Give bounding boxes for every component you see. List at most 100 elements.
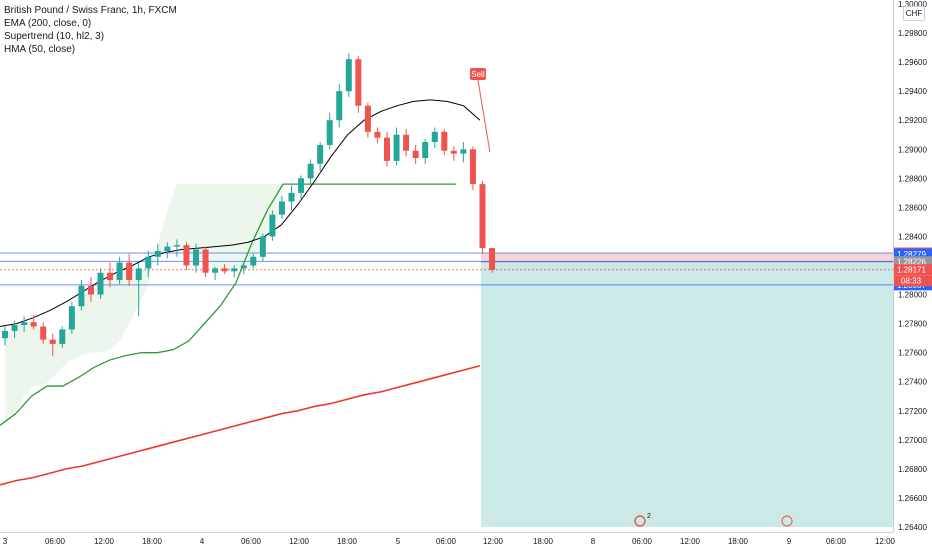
candle-body: [240, 265, 247, 269]
candle-body: [59, 329, 66, 344]
candle-body: [221, 268, 228, 272]
x-tick-label: 18:00: [533, 537, 554, 546]
y-tick-label: 1.27800: [898, 320, 927, 329]
candle-body: [336, 91, 343, 121]
legend-supertrend: Supertrend (10, hl2, 3): [4, 31, 105, 42]
candle-body: [364, 105, 371, 132]
candle-body: [21, 322, 28, 326]
price-label-text: 1.28279: [897, 250, 926, 259]
price-label-text: 1.28171: [897, 266, 926, 275]
price-label-text: 1.28226: [897, 258, 926, 267]
candle-body: [68, 306, 75, 330]
x-tick-label: 06:00: [826, 537, 847, 546]
candle-body: [278, 201, 285, 215]
candle-body: [393, 134, 400, 161]
candle-body: [326, 120, 333, 145]
candle-body: [164, 246, 171, 251]
candle-body: [469, 149, 476, 185]
y-tick-label: 1.26600: [898, 494, 927, 503]
candle-body: [298, 178, 305, 193]
candle-body: [135, 268, 142, 281]
candle-body: [97, 272, 104, 295]
x-tick-label: 18:00: [728, 537, 749, 546]
legend-ema: EMA (200, close, 0): [4, 18, 92, 29]
candle-body: [288, 192, 295, 202]
y-tick-label: 1.29600: [898, 58, 927, 67]
candle-body: [154, 250, 161, 257]
sell-signal-label: Sell: [471, 70, 485, 79]
supertrend-line: [0, 183, 456, 426]
candle-body: [193, 249, 199, 266]
candle-body: [11, 325, 18, 331]
x-tick-label: 12:00: [680, 537, 701, 546]
candle-body: [345, 59, 352, 92]
candle-body: [250, 256, 257, 266]
candle-body: [78, 285, 85, 307]
y-tick-label: 1.30000: [898, 0, 927, 9]
y-tick-label: 1.27400: [898, 378, 927, 387]
candle-body: [183, 245, 190, 266]
price-label-box: [894, 264, 932, 276]
candle-body: [431, 131, 438, 143]
y-tick-label: 1.27600: [898, 349, 927, 358]
candle-body: [374, 131, 381, 138]
price-label-box: [894, 248, 932, 260]
x-tick-label: 06:00: [436, 537, 457, 546]
y-tick-label: 1.29800: [898, 29, 927, 38]
y-tick-label: 1.26400: [898, 523, 927, 532]
candle-body: [269, 214, 276, 237]
x-tick-label: 12:00: [483, 537, 504, 546]
x-tick-label: 9: [787, 537, 792, 546]
y-tick-label: 1.29200: [898, 116, 927, 125]
candle-body: [231, 268, 238, 272]
candle-body: [450, 150, 457, 154]
candle-body: [384, 137, 390, 161]
candle-body: [212, 268, 219, 273]
economic-event-icon: [634, 515, 646, 527]
y-tick-label: 1.27000: [898, 436, 927, 445]
x-tick-label: 3: [3, 537, 8, 546]
y-tick-label: 1.28000: [898, 291, 927, 300]
candle-body: [317, 144, 324, 164]
x-tick-label: 8: [591, 537, 596, 546]
candle-body: [460, 149, 467, 154]
candle-body: [116, 262, 123, 281]
y-tick-label: 1.27200: [898, 407, 927, 416]
candle-body: [355, 59, 362, 106]
currency-button[interactable]: CHF: [903, 6, 925, 21]
legend-hma: HMA (50, close): [4, 44, 76, 55]
y-tick-label: 1.28600: [898, 203, 927, 212]
economic-event-count: 2: [647, 513, 651, 520]
y-tick-label: 1.28400: [898, 232, 927, 241]
countdown-text: 08:33: [901, 277, 922, 286]
y-tick-label: 1.29000: [898, 145, 927, 154]
x-tick-label: 5: [396, 537, 401, 546]
candle-body: [259, 236, 266, 257]
legend-symbol-title: British Pound / Swiss Franc, 1h, FXCM: [4, 5, 177, 16]
x-tick-label: 12:00: [875, 537, 896, 546]
supertrend-fill: [5, 184, 282, 426]
candle-body: [441, 131, 448, 151]
candle-body: [173, 245, 180, 247]
chart-legend: British Pound / Swiss Franc, 1h, FXCM EM…: [4, 4, 177, 56]
sell-signal-line: [477, 79, 491, 153]
countdown-box: [894, 275, 932, 287]
x-tick-label: 06:00: [45, 537, 66, 546]
candle-body: [412, 150, 419, 158]
candle-body: [107, 272, 114, 281]
candle-body: [30, 322, 37, 327]
x-tick-label: 18:00: [337, 537, 358, 546]
candle-body: [489, 248, 496, 270]
candle-body: [307, 163, 314, 179]
candle-body: [2, 330, 8, 339]
position-stop-zone: [481, 253, 893, 262]
candle-body: [49, 339, 56, 344]
flag-event-icon: [781, 515, 793, 527]
candle-body: [40, 326, 47, 340]
sell-signal-marker: [469, 68, 486, 80]
ema-line: [0, 364, 481, 486]
x-tick-label: 06:00: [632, 537, 653, 546]
candle-body: [403, 134, 410, 151]
